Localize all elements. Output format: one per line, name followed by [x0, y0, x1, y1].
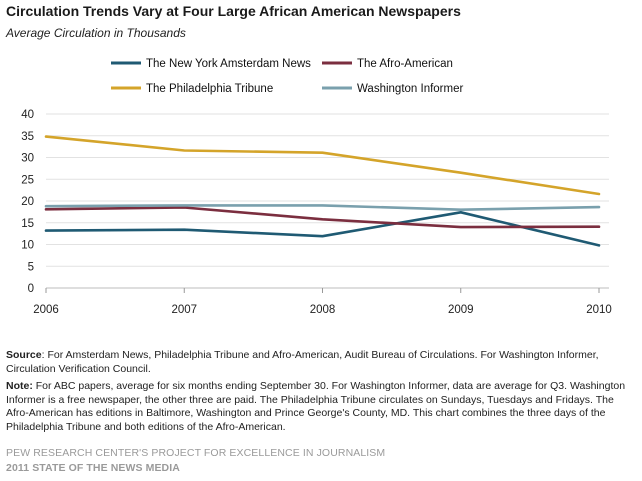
- source-label: Source: [6, 349, 42, 361]
- legend-label: The Afro-American: [357, 58, 453, 70]
- series-line: [44, 204, 601, 211]
- x-tick-label: 2010: [586, 304, 612, 316]
- legend: The New York Amsterdam News The Afro-Amer…: [111, 58, 463, 95]
- y-tick-label: 30: [21, 153, 34, 165]
- legend-item: Washington Informer: [322, 83, 463, 95]
- x-tick-label: 2008: [310, 304, 336, 316]
- legend-label: The New York Amsterdam News: [146, 58, 311, 70]
- legend-item: The Philadelphia Tribune: [111, 83, 273, 95]
- chart-subtitle: Average Circulation in Thousands: [6, 26, 186, 40]
- y-tick-label: 35: [21, 131, 34, 143]
- legend-label: Washington Informer: [357, 83, 463, 95]
- chart-title: Circulation Trends Vary at Four Large Af…: [6, 3, 461, 19]
- y-tick-label: 20: [21, 196, 34, 208]
- y-tick-label: 40: [21, 109, 34, 121]
- source-note: Source: For Amsterdam News, Philadelphia…: [6, 349, 634, 376]
- note-paragraph: Note: For ABC papers, average for six mo…: [6, 380, 634, 434]
- legend-label: The Philadelphia Tribune: [146, 83, 273, 95]
- y-tick-label: 5: [28, 261, 34, 273]
- line-chart: The New York Amsterdam News The Afro-Amer…: [21, 58, 612, 316]
- series-line: [44, 211, 601, 247]
- y-tick-label: 25: [21, 174, 34, 186]
- note-text: For ABC papers, average for six months e…: [6, 380, 626, 433]
- source-text: : For Amsterdam News, Philadelphia Tribu…: [6, 349, 599, 375]
- credit-organization: PEW RESEARCH CENTER'S PROJECT FOR EXCELL…: [6, 447, 386, 459]
- y-tick-label: 0: [28, 283, 34, 295]
- series-line: [44, 206, 601, 229]
- x-tick-label: 2009: [448, 304, 474, 316]
- legend-item: The New York Amsterdam News: [111, 58, 311, 70]
- x-tick-label: 2006: [33, 304, 59, 316]
- series-lines: [44, 135, 601, 247]
- legend-item: The Afro-American: [322, 58, 453, 70]
- grid: [46, 113, 609, 289]
- y-tick-label: 10: [21, 240, 34, 252]
- note-label: Note:: [6, 380, 33, 392]
- y-axis: 0 5 10 15 20 25 30 35 40: [21, 109, 34, 295]
- series-line: [44, 135, 601, 196]
- x-axis: 2006 2007 2008 2009 2010: [33, 288, 612, 316]
- chart-notes: Source: For Amsterdam News, Philadelphia…: [6, 349, 634, 438]
- credit-report: 2011 STATE OF THE NEWS MEDIA: [6, 462, 180, 474]
- y-tick-label: 15: [21, 218, 34, 230]
- x-tick-label: 2007: [171, 304, 197, 316]
